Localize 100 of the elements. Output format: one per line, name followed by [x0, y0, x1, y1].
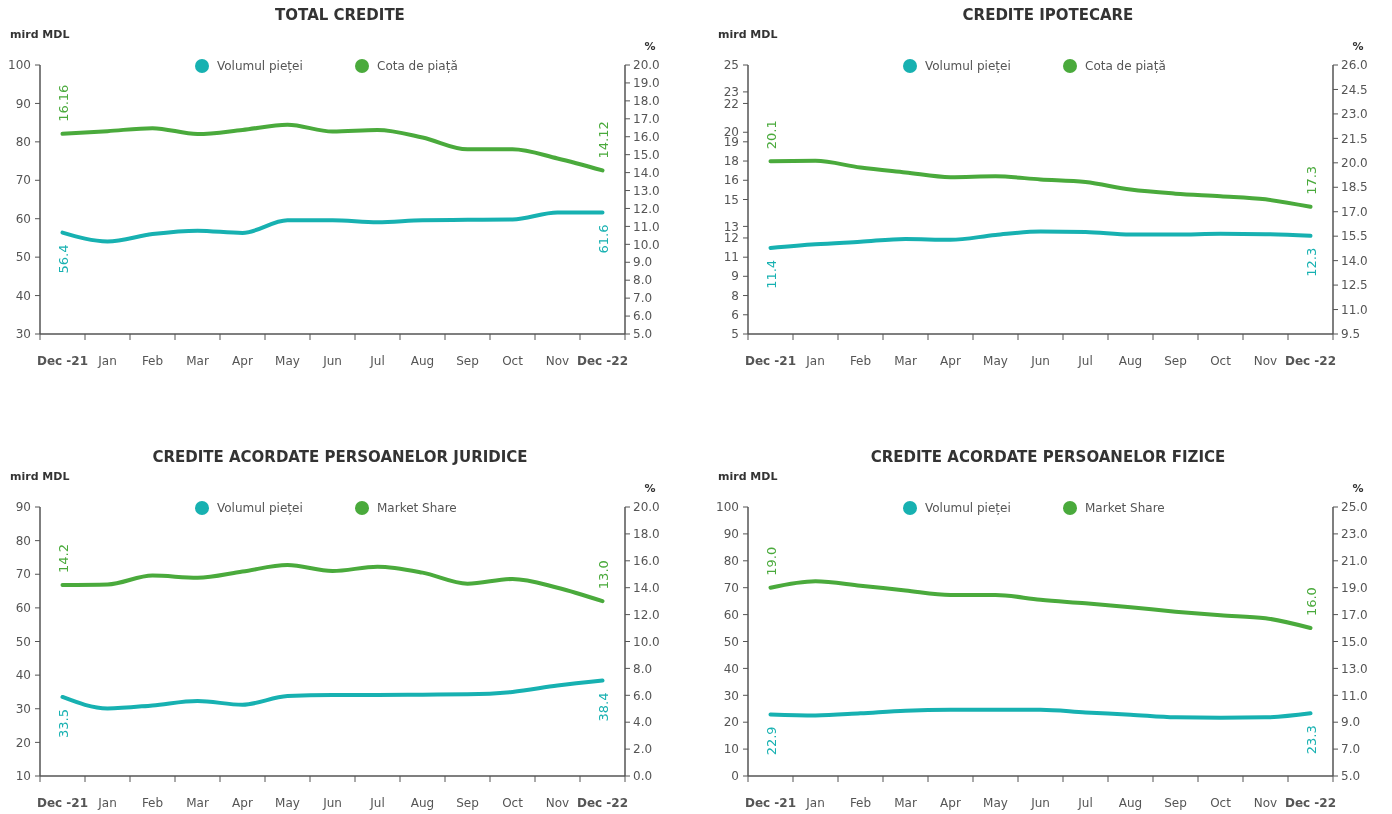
- y-tick-label: 13: [723, 219, 739, 234]
- y-tick-label: 100: [8, 58, 31, 73]
- y-tick-label: 30: [723, 688, 739, 703]
- legend-label: Cota de piață: [377, 59, 458, 74]
- y-tick-label: 40: [15, 288, 31, 303]
- y-tick-label: 70: [15, 173, 31, 188]
- data-label: 13.0: [595, 560, 611, 590]
- y-tick-label: 10: [723, 742, 739, 757]
- x-tick-label: Nov: [545, 796, 570, 810]
- y2-tick-label: 16.0: [633, 554, 660, 568]
- x-tick-label: Jun: [1030, 796, 1050, 810]
- y2-tick-label: 18.0: [633, 527, 660, 542]
- data-label: 33.5: [55, 708, 71, 738]
- data-label: 11.4: [763, 259, 779, 289]
- x-tick-label: Oct: [502, 354, 524, 368]
- y2-tick-label: 7.0: [633, 291, 653, 306]
- y2-tick-label: 15.5: [1341, 229, 1368, 244]
- y2-tick-label: 13.0: [1341, 661, 1368, 676]
- x-tick-label: Oct: [1210, 354, 1232, 368]
- y-tick-label: 70: [15, 567, 31, 582]
- y2-tick-label: 24.5: [1341, 82, 1368, 97]
- y2-tick-label: 21.0: [1341, 554, 1368, 568]
- y2-tick-label: 26.0: [1341, 58, 1368, 73]
- y-tick-label: 90: [15, 500, 31, 515]
- x-tick-label: Jun: [1030, 354, 1050, 368]
- x-tick-label: Jan: [97, 796, 117, 810]
- x-tick-label: Apr: [940, 796, 961, 810]
- y-tick-label: 90: [723, 527, 739, 542]
- x-tick-label: Jun: [322, 796, 342, 810]
- x-tick-label: Mar: [894, 796, 917, 810]
- data-label: 14.2: [55, 544, 71, 574]
- chart-title: CREDITE IPOTECARE: [962, 6, 1134, 24]
- y2-tick-label: 2.0: [633, 742, 653, 757]
- y2-tick-label: 11.0: [1341, 688, 1368, 703]
- y-tick-label: 80: [15, 135, 31, 150]
- x-tick-label: Aug: [1118, 796, 1143, 810]
- y2-tick-label: 14.0: [633, 580, 660, 595]
- x-tick-label: Feb: [849, 796, 872, 810]
- data-label: 16.0: [1303, 587, 1319, 617]
- data-label: 12.3: [1303, 247, 1319, 277]
- x-tick-label: Dec -22: [576, 354, 629, 368]
- y2-tick-label: 20.0: [633, 58, 660, 73]
- y-tick-label: 30: [15, 701, 31, 716]
- y2-tick-label: 19.0: [1341, 580, 1368, 595]
- data-label: 19.0: [763, 546, 779, 576]
- y2-tick-label: 15.0: [633, 147, 660, 162]
- y-tick-label: 20: [15, 735, 31, 750]
- x-tick-label: Apr: [232, 796, 253, 810]
- y2-tick-label: 13.0: [633, 183, 660, 198]
- y2-tick-label: 12.0: [633, 607, 660, 622]
- x-tick-label: May: [983, 796, 1008, 810]
- x-tick-label: Nov: [1253, 354, 1278, 368]
- y-axis-title: mird MDL: [718, 470, 778, 483]
- line-series: [768, 707, 1313, 720]
- data-label: 17.3: [1303, 165, 1319, 195]
- y-tick-label: 50: [15, 250, 31, 265]
- y-tick-label: 40: [723, 661, 739, 676]
- y2-tick-label: 21.5: [1341, 131, 1368, 146]
- y-tick-label: 50: [723, 634, 739, 649]
- y2-tick-label: 25.0: [1341, 500, 1368, 515]
- y-tick-label: 8: [731, 288, 739, 303]
- y-tick-label: 60: [15, 601, 31, 616]
- x-tick-label: Apr: [940, 354, 961, 368]
- x-tick-label: Sep: [456, 796, 479, 810]
- legend-label: Volumul pieței: [217, 59, 303, 74]
- x-tick-label: Sep: [1164, 354, 1187, 368]
- legend-label: Market Share: [1085, 501, 1165, 516]
- data-label: 23.3: [1303, 725, 1319, 755]
- y-tick-label: 16: [723, 173, 739, 188]
- y-tick-label: 20: [723, 715, 739, 730]
- y-tick-label: 0: [731, 769, 739, 784]
- x-tick-label: Nov: [1253, 796, 1278, 810]
- y2-tick-label: 9.5: [1341, 327, 1361, 342]
- y-tick-label: 15: [723, 192, 739, 207]
- y-tick-label: 25: [723, 58, 739, 73]
- legend-label: Cota de piață: [1085, 59, 1166, 74]
- data-label: 61.6: [595, 224, 611, 254]
- y-tick-label: 18: [723, 154, 739, 169]
- y2-tick-label: 17.0: [1341, 204, 1368, 219]
- legend-label: Market Share: [377, 501, 457, 516]
- legend-label: Volumul pieței: [925, 501, 1011, 516]
- y-tick-label: 40: [15, 668, 31, 683]
- y2-tick-label: 10.0: [633, 634, 660, 649]
- chart-title: CREDITE ACORDATE PERSOANELOR FIZICE: [870, 448, 1226, 466]
- chart-title: TOTAL CREDITE: [275, 6, 405, 24]
- x-tick-label: Dec -22: [1284, 354, 1337, 368]
- y2-tick-label: 0.0: [633, 769, 653, 784]
- y-tick-label: 6: [731, 307, 739, 322]
- y2-tick-label: 11.0: [633, 219, 660, 234]
- x-tick-label: Jul: [369, 354, 385, 368]
- y2-tick-label: 18.0: [633, 94, 660, 109]
- y2-tick-label: 17.0: [633, 112, 660, 126]
- y-axis-title: mird MDL: [10, 470, 70, 483]
- y2-tick-label: 11.0: [1341, 302, 1368, 317]
- x-tick-label: Dec -21: [744, 354, 797, 368]
- y2-tick-label: 18.5: [1341, 180, 1368, 195]
- data-label: 16.16: [55, 84, 71, 122]
- y2-tick-label: 20.0: [1341, 156, 1368, 171]
- y-tick-label: 10: [15, 769, 31, 784]
- y2-axis-title: %: [644, 40, 656, 53]
